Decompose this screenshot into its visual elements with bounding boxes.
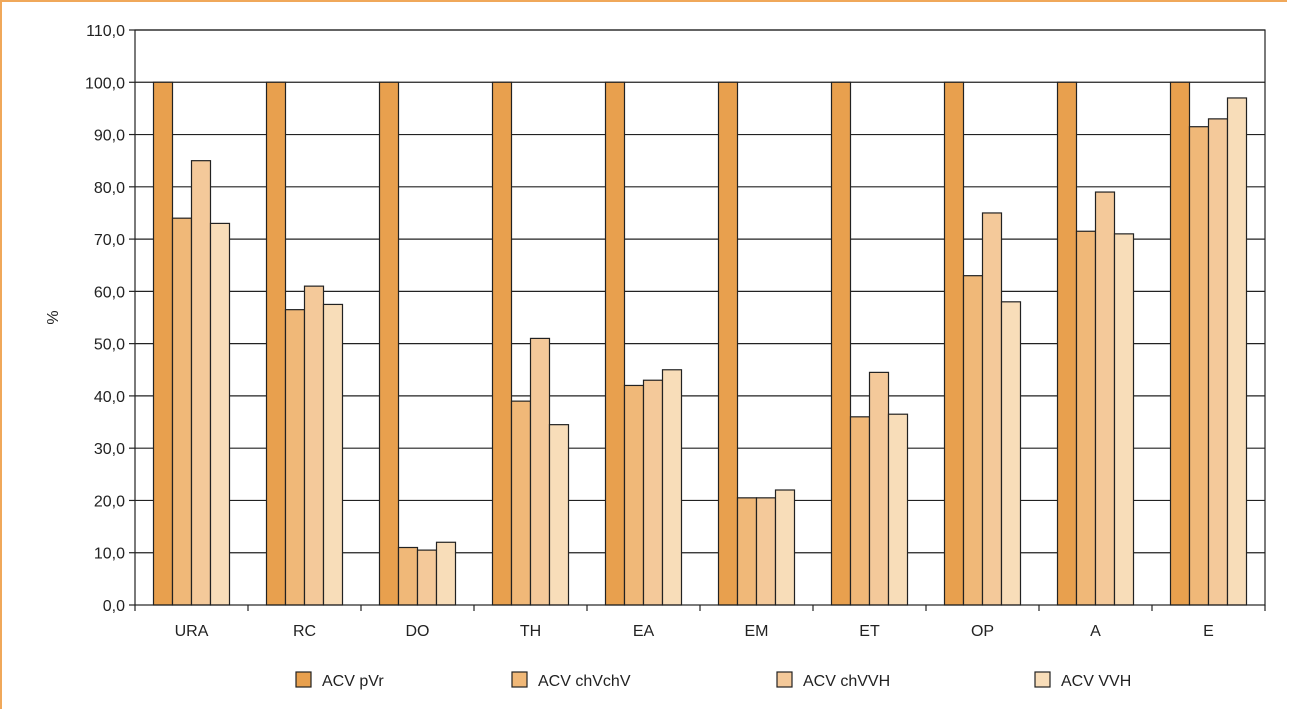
bar-do-series-2	[397, 546, 419, 606]
bar-em-series-4	[774, 489, 796, 606]
bar-do-series-1	[378, 81, 400, 606]
bar-do-series-4	[435, 541, 457, 606]
bar-ea-series-4	[661, 369, 683, 606]
bar-th-series-2	[510, 400, 532, 606]
y-tick-label: 10,0	[94, 546, 125, 563]
bar-ura-series-1	[152, 81, 174, 606]
legend-label: ACV chVVH	[803, 673, 890, 690]
legend-label: ACV VVH	[1061, 673, 1131, 690]
bar-ura-series-4	[209, 222, 231, 606]
x-tick-label: OP	[971, 623, 994, 640]
bar-op-series-2	[962, 275, 984, 606]
legend-swatch	[295, 671, 312, 688]
bar-e-series-3	[1207, 118, 1229, 606]
x-tick-label: RC	[293, 623, 316, 640]
x-tick-label: ET	[859, 623, 880, 640]
bar-ura-series-3	[190, 160, 212, 606]
x-tick-label: EM	[745, 623, 769, 640]
y-tick-label: 110,0	[86, 23, 125, 40]
bar-rc-series-1	[265, 81, 287, 606]
bar-op-series-4	[1000, 301, 1022, 606]
bar-rc-series-4	[322, 303, 344, 606]
bar-a-series-1	[1056, 81, 1078, 606]
y-tick-label: 30,0	[94, 441, 125, 458]
legend-swatch	[1034, 671, 1051, 688]
bar-ea-series-1	[604, 81, 626, 606]
legend-swatch	[776, 671, 793, 688]
bar-em-series-2	[736, 497, 758, 606]
bar-rc-series-3	[303, 285, 325, 606]
bar-rc-series-2	[284, 309, 306, 606]
y-tick-label: 70,0	[94, 232, 125, 249]
x-tick-label: DO	[406, 623, 430, 640]
tick-labels: 0,0 10,0 20,0 30,0 40,0 50,0 60,0 70,0 80,0 90,0 1…	[85, 23, 1214, 640]
y-tick-label: 50,0	[94, 337, 125, 354]
y-tick-label: 40,0	[94, 389, 125, 406]
bar-op-series-3	[981, 212, 1003, 606]
y-tick-label: 20,0	[94, 493, 125, 510]
y-tick-label: 90,0	[94, 128, 125, 145]
y-tick-label: 80,0	[94, 180, 125, 197]
legend-label: ACV pVr	[322, 673, 384, 690]
bar-ea-series-2	[623, 384, 645, 606]
x-tick-label: EA	[633, 623, 655, 640]
bar-e-series-1	[1169, 81, 1191, 606]
y-axis-label: %	[45, 310, 62, 324]
bar-e-series-4	[1226, 97, 1248, 606]
y-tick-label: 0,0	[103, 598, 125, 615]
bar-e-series-2	[1188, 126, 1210, 606]
bar-et-series-3	[868, 371, 890, 606]
bar-op-series-1	[943, 81, 965, 606]
bar-do-series-3	[416, 549, 438, 606]
bar-ea-series-3	[642, 379, 664, 606]
x-tick-label: URA	[175, 623, 209, 640]
y-tick-label: 100,0	[85, 75, 125, 92]
bar-em-series-3	[755, 497, 777, 606]
bar-em-series-1	[717, 81, 739, 606]
bar-a-series-3	[1094, 191, 1116, 606]
legend-label: ACV chVchV	[538, 673, 631, 690]
bar-et-series-4	[887, 413, 909, 606]
y-tick-label: 60,0	[94, 284, 125, 301]
bar-et-series-2	[849, 416, 871, 606]
x-tick-label: E	[1203, 623, 1214, 640]
bar-et-series-1	[830, 81, 852, 606]
bar-a-series-4	[1113, 233, 1135, 606]
bar-th-series-1	[491, 81, 513, 606]
bars	[152, 81, 1248, 606]
bar-ura-series-2	[171, 217, 193, 606]
legend: ACV pVr ACV chVchV ACV chVVH ACV VVH	[295, 671, 1131, 690]
bar-a-series-2	[1075, 230, 1097, 606]
x-tick-label: TH	[520, 623, 541, 640]
bar-th-series-3	[529, 337, 551, 606]
legend-swatch	[511, 671, 528, 688]
axes	[129, 29, 1266, 611]
x-tick-label: A	[1090, 623, 1101, 640]
bar-th-series-4	[548, 424, 570, 606]
